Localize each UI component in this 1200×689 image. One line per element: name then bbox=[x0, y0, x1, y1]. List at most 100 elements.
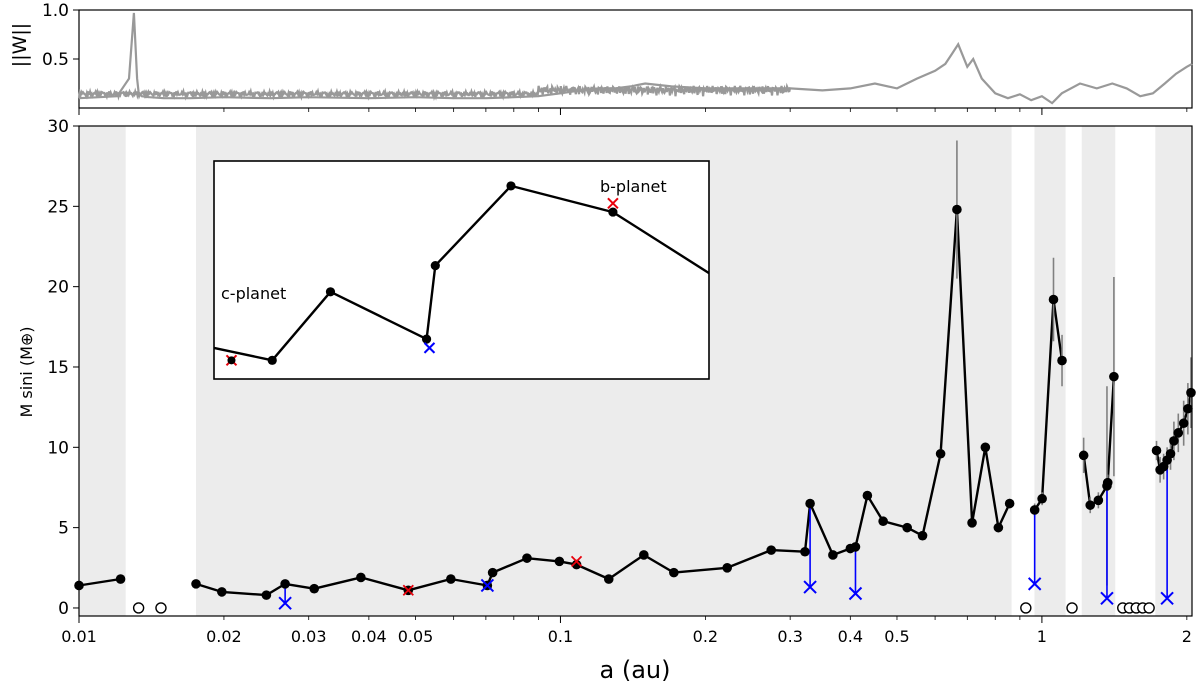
red-cross-markers bbox=[402, 555, 583, 596]
inset-data-point bbox=[506, 181, 516, 191]
mass-data-point bbox=[1037, 493, 1047, 504]
mass-data-point bbox=[309, 583, 320, 594]
mass-data-point bbox=[850, 542, 861, 552]
mass-data-point bbox=[967, 518, 977, 528]
mass-data-point bbox=[356, 572, 366, 583]
mass-data-point bbox=[280, 579, 290, 589]
inset-blue-cross bbox=[423, 342, 436, 354]
mass-data-point bbox=[1186, 387, 1196, 398]
blue-cross-point bbox=[480, 578, 495, 593]
x-tick-label: 0.5 bbox=[884, 627, 909, 646]
mass-data-point bbox=[1183, 403, 1193, 414]
mass-series-line bbox=[1033, 298, 1064, 511]
blue-cross-point bbox=[803, 580, 817, 594]
mass-data-point bbox=[800, 546, 810, 557]
mass-data-point bbox=[217, 587, 227, 597]
blue-cross-point bbox=[1160, 591, 1174, 606]
inset-annotation-c-planet: c-planet bbox=[221, 284, 286, 303]
blue-cross-markers bbox=[278, 577, 1174, 610]
inset-data-point-c bbox=[227, 356, 236, 365]
mass-y-tick-label: 15 bbox=[47, 358, 69, 378]
mass-data-point bbox=[522, 553, 532, 563]
inset-line bbox=[213, 184, 710, 362]
mass-data-point bbox=[862, 490, 873, 501]
x-tick-label: 0.3 bbox=[777, 627, 802, 646]
inset-data-point bbox=[608, 207, 618, 217]
mass-data-point bbox=[669, 567, 679, 578]
mass-data-point bbox=[554, 556, 565, 567]
red-cross-point bbox=[570, 555, 583, 568]
mass-data-point bbox=[1029, 505, 1040, 515]
mass-data-point bbox=[1102, 477, 1113, 488]
inset-data-point bbox=[430, 261, 440, 271]
x-tick-label: 0.4 bbox=[838, 627, 863, 646]
window-function-noise-line bbox=[77, 82, 792, 102]
mass-y-axis-label: M sini (M⊕) bbox=[17, 326, 36, 417]
mass-data-point bbox=[1048, 294, 1059, 305]
shaded-region bbox=[1155, 126, 1192, 616]
mass-data-point bbox=[878, 516, 888, 527]
window-function-plot-area bbox=[77, 12, 1193, 105]
mass-data-point bbox=[446, 574, 456, 584]
blue-cross-point bbox=[1100, 591, 1114, 606]
x-axis-label: a (au) bbox=[600, 656, 671, 684]
mass-data-point bbox=[766, 545, 777, 555]
mass-data-point bbox=[191, 579, 201, 589]
mass-data-point bbox=[1109, 371, 1119, 382]
window-function-y-tick-label: 1.0 bbox=[42, 1, 69, 21]
inset-frame bbox=[213, 160, 710, 380]
mass-axes-frame bbox=[78, 125, 1193, 617]
open-circle-point bbox=[132, 602, 145, 614]
mass-y-tick-label: 5 bbox=[58, 519, 69, 539]
inset-red-cross-b bbox=[607, 197, 619, 210]
blue-cross-point bbox=[848, 586, 863, 601]
inset-data-point bbox=[325, 287, 336, 297]
mass-data-point bbox=[571, 559, 582, 570]
mass-data-point bbox=[639, 550, 649, 560]
mass-data-point bbox=[1165, 448, 1176, 459]
x-tick-label: 2 bbox=[1182, 627, 1192, 646]
x-tick-label: 0.1 bbox=[548, 627, 573, 646]
mass-data-point bbox=[993, 522, 1004, 533]
mass-data-point bbox=[603, 574, 614, 584]
open-circle-point bbox=[1020, 602, 1032, 614]
inset-plot-area bbox=[213, 181, 710, 367]
mass-data-point bbox=[722, 563, 733, 573]
mass-data-point bbox=[952, 204, 962, 215]
window-function-x-ticks bbox=[78, 108, 1188, 115]
mass-data-point bbox=[1057, 355, 1067, 366]
mass-data-point bbox=[1151, 445, 1162, 456]
window-function-line bbox=[78, 12, 1193, 105]
mass-data-point bbox=[902, 522, 912, 533]
open-circle-point bbox=[1066, 602, 1078, 614]
open-circle-markers bbox=[132, 602, 1155, 614]
blue-cross-point bbox=[278, 596, 292, 610]
mass-series-line bbox=[1082, 376, 1116, 507]
mass-data-point bbox=[935, 448, 946, 459]
window-function-panel: 0.5 1.0 ||W|| bbox=[9, 1, 1193, 115]
mass-y-ticks: 0 5 10 15 20 25 30 bbox=[47, 117, 79, 619]
mass-data-point bbox=[487, 567, 498, 578]
window-function-y-tick-label: 0.5 bbox=[42, 50, 69, 70]
mass-data-point bbox=[261, 590, 272, 600]
open-circle-point bbox=[155, 602, 167, 614]
mass-series-line bbox=[78, 577, 121, 587]
x-tick-label: 0.2 bbox=[693, 627, 718, 646]
inset-data-point bbox=[267, 355, 277, 365]
x-tick-label: 0.03 bbox=[291, 627, 327, 646]
mass-y-tick-label: 10 bbox=[47, 438, 69, 458]
mass-y-tick-label: 25 bbox=[47, 197, 69, 217]
mass-data-point bbox=[805, 498, 815, 509]
shaded-region bbox=[79, 126, 126, 616]
mass-y-tick-label: 0 bbox=[58, 599, 69, 619]
mass-data-point bbox=[1078, 450, 1089, 461]
window-function-y-axis-label: ||W|| bbox=[9, 23, 31, 67]
mass-data-point bbox=[1004, 498, 1015, 509]
mass-data-point bbox=[917, 530, 928, 541]
red-cross-point bbox=[402, 584, 414, 596]
x-tick-label: 0.01 bbox=[61, 627, 97, 646]
mass-x-ticks: 0.01 0.02 0.03 0.04 0.05 0.1 0.2 0.3 0.4 0.5 1 2 bbox=[61, 616, 1192, 646]
x-tick-label: 1 bbox=[1037, 627, 1047, 646]
x-tick-label: 0.05 bbox=[398, 627, 434, 646]
